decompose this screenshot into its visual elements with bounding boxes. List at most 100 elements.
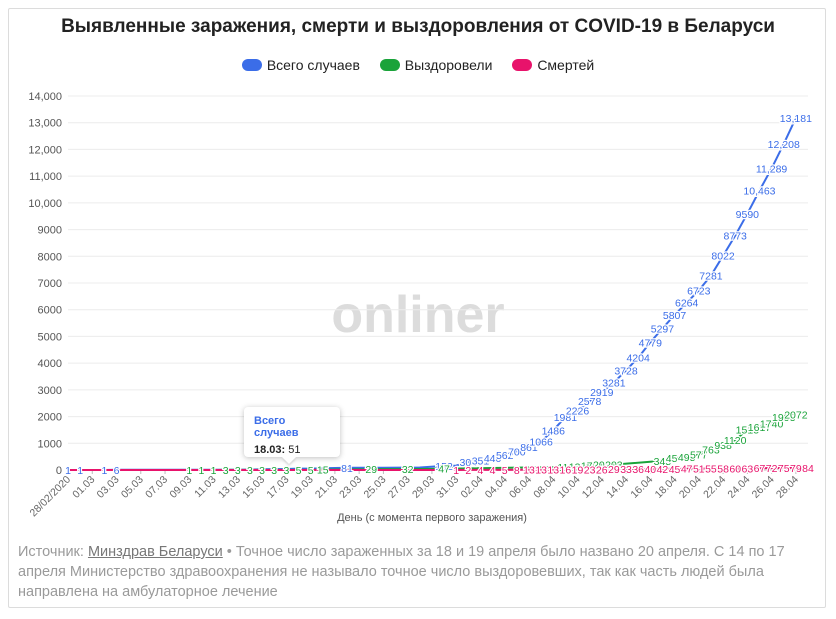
data-label-deaths: 60 xyxy=(729,463,741,475)
data-label-recovered: 32 xyxy=(402,464,414,476)
data-label-total: 700 xyxy=(508,446,526,458)
x-tick-label: 11.03 xyxy=(192,474,219,501)
y-tick-label: 4000 xyxy=(38,358,62,370)
data-label-total: 2578 xyxy=(578,396,602,408)
legend-item-recovered[interactable]: Выздоровели xyxy=(379,57,492,73)
y-tick-label: 7000 xyxy=(38,278,62,290)
data-label-recovered: 203 xyxy=(593,460,611,472)
data-label-deaths: 75 xyxy=(778,463,790,475)
data-label-deaths: 2 xyxy=(465,465,471,477)
data-label-recovered: 1617 xyxy=(748,422,772,434)
x-tick-label: 02.04 xyxy=(459,474,486,501)
data-label-recovered: 495 xyxy=(678,452,696,464)
data-label-recovered: 1 xyxy=(186,465,192,477)
tooltip-series-name: Всего случаев xyxy=(254,415,299,439)
data-label-recovered: 1993 xyxy=(772,412,796,424)
data-label-total: 4204 xyxy=(626,353,650,365)
y-tick-label: 8000 xyxy=(38,251,62,263)
data-label-total: 6 xyxy=(114,465,120,477)
data-label-deaths: 63 xyxy=(742,463,754,475)
data-label-deaths: 23 xyxy=(584,464,596,476)
data-label-deaths: 33 xyxy=(620,464,632,476)
onliner-watermark: onliner xyxy=(331,286,504,344)
y-tick-label: 2000 xyxy=(38,412,62,424)
data-label-total: 152 xyxy=(435,461,453,473)
y-tick-label: 5000 xyxy=(38,331,62,343)
x-tick-label: 20.04 xyxy=(677,474,704,501)
data-label-total: 1 xyxy=(65,465,71,477)
legend-swatch-deaths xyxy=(512,59,533,71)
x-tick-label: 08.04 xyxy=(531,474,558,501)
data-label-recovered: 29 xyxy=(365,464,377,476)
series-line-deaths xyxy=(68,466,809,471)
data-label-deaths: 55 xyxy=(705,464,717,476)
tooltip-value: 51 xyxy=(288,444,301,456)
x-tick-label: 22.04 xyxy=(701,474,728,501)
data-label-recovered: 3 xyxy=(247,465,253,477)
data-label-total: 8773 xyxy=(724,231,748,243)
tooltip-date: 18.03: xyxy=(254,444,286,456)
data-label-recovered: 3 xyxy=(259,465,265,477)
footnote-prefix: Источник: xyxy=(18,544,88,560)
data-label-recovered: 577 xyxy=(690,450,708,462)
data-label-deaths: 13 xyxy=(535,465,547,477)
data-label-total: 12,208 xyxy=(768,139,800,151)
data-label-total: 10,463 xyxy=(743,185,775,197)
legend-item-total[interactable]: Всего случаев xyxy=(241,57,360,73)
data-label-deaths: 13 xyxy=(523,465,535,477)
data-label-deaths: 8 xyxy=(514,465,520,477)
data-label-deaths: 36 xyxy=(632,464,644,476)
x-tick-label: 28.04 xyxy=(774,474,801,501)
data-label-recovered: 1120 xyxy=(724,435,747,447)
data-label-total: 6723 xyxy=(687,285,711,297)
x-tick-label: 12.04 xyxy=(580,474,607,501)
y-axis-ticks: 0 1000 2000 3000 4000 5000 6000 7000 8000 9000 10,… xyxy=(28,91,62,477)
data-label-total: 1066 xyxy=(529,437,553,449)
data-label-deaths: 29 xyxy=(608,464,620,476)
data-label-recovered: 1 xyxy=(211,465,217,477)
line-chart: onliner 0 1000 2000 3000 4000 5000 6000 7000 800… xyxy=(27,91,815,524)
data-label-total: 7281 xyxy=(699,270,723,282)
data-label-total: 81 xyxy=(341,463,353,475)
source-link[interactable]: Минздрав Беларуси xyxy=(87,544,223,560)
x-tick-label: 26.04 xyxy=(750,474,777,501)
data-label-recovered: 170 xyxy=(581,460,599,472)
data-label-total: 1981 xyxy=(554,412,578,424)
series-lines xyxy=(68,117,809,471)
y-tick-label: 14,000 xyxy=(28,91,62,103)
data-label-deaths: 16 xyxy=(560,465,572,477)
data-label-recovered: 454 xyxy=(666,453,684,465)
data-label-recovered: 763 xyxy=(702,445,720,457)
data-label-total: 440 xyxy=(484,453,502,465)
x-tick-label: 29.03 xyxy=(410,474,437,501)
data-label-total: 861 xyxy=(520,442,538,454)
data-label-total: 2919 xyxy=(590,387,614,399)
data-label-deaths: 72 xyxy=(766,463,778,475)
x-tick-label: 13.03 xyxy=(216,474,243,501)
data-labels: 1 1 1 6 81 152 3043514405627008611066148619812… xyxy=(64,112,815,479)
data-label-total: 5807 xyxy=(663,310,687,322)
data-label-deaths: 67 xyxy=(754,463,766,475)
data-label-recovered: 203 xyxy=(605,460,623,472)
data-label-total: 1 xyxy=(101,465,107,477)
x-tick-label: 03.03 xyxy=(95,474,122,501)
data-label-deaths: 47 xyxy=(681,464,693,476)
data-label-deaths: 19 xyxy=(572,464,584,476)
data-label-recovered: 47 xyxy=(438,464,450,476)
y-tick-label: 3000 xyxy=(38,385,62,397)
data-label-total: 562 xyxy=(496,450,514,462)
y-tick-label: 1000 xyxy=(38,438,62,450)
data-label-recovered: 3 xyxy=(235,465,241,477)
y-tick-label: 9000 xyxy=(38,225,62,237)
data-label-deaths: 4 xyxy=(490,465,496,477)
legend-item-deaths[interactable]: Смертей xyxy=(512,57,594,73)
x-tick-label: 07.03 xyxy=(143,474,170,501)
data-label-deaths: 13 xyxy=(547,465,559,477)
x-tick-label: 18.04 xyxy=(653,474,680,501)
chart-frame xyxy=(8,8,826,608)
legend-swatch-total xyxy=(241,59,262,71)
y-tick-label: 13,000 xyxy=(28,118,62,130)
data-label-recovered: 5 xyxy=(308,465,314,477)
tooltip-pointer xyxy=(282,457,296,464)
data-label-deaths: 26 xyxy=(596,464,608,476)
